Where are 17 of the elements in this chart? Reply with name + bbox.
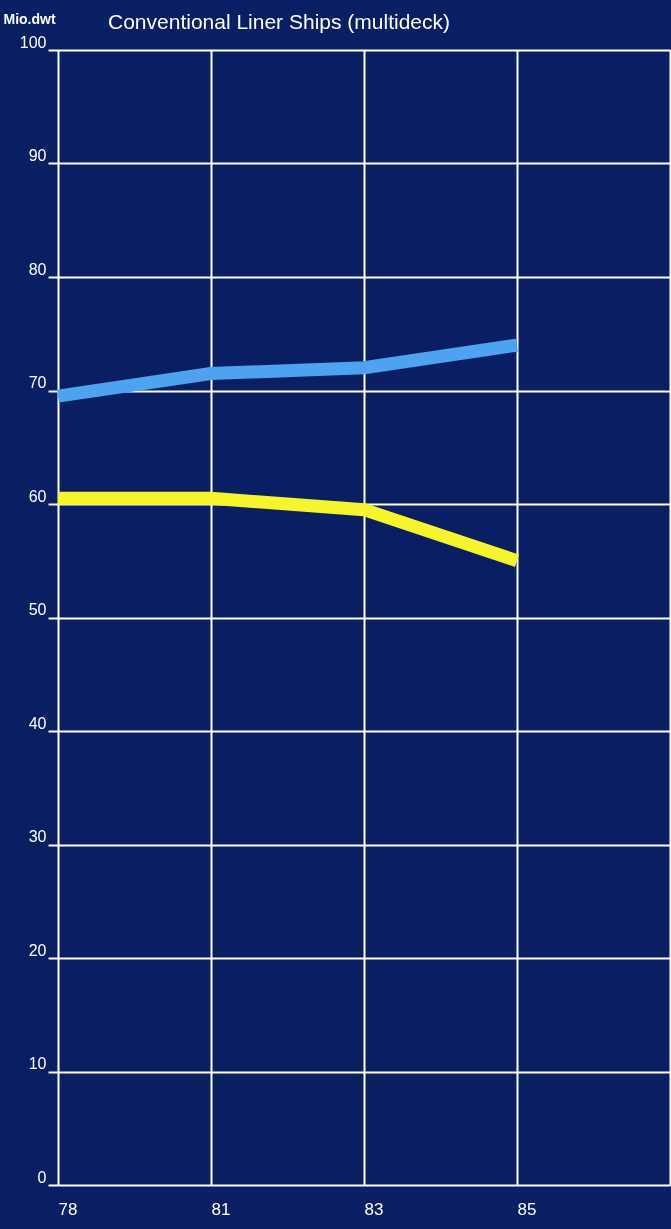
y-tick-label: 60 xyxy=(28,487,47,505)
y-tick-label: 10 xyxy=(28,1055,47,1072)
y-tick-label: 90 xyxy=(28,147,47,164)
chart-title: Conventional Liner Ships (multideck) xyxy=(108,10,450,33)
y-tick-label: 70 xyxy=(28,374,47,391)
x-tick-label: 83 xyxy=(364,1199,384,1219)
y-tick-label: 40 xyxy=(28,714,47,732)
y-tick-label: 20 xyxy=(28,941,47,959)
y-tick-label: 80 xyxy=(28,260,47,278)
y-tick-label: 50 xyxy=(28,601,47,618)
y-tick-label: 0 xyxy=(37,1168,47,1186)
y-axis-title: Mio.dwt xyxy=(3,10,56,27)
y-tick-label: 30 xyxy=(28,828,47,845)
x-tick-label: 78 xyxy=(58,1199,78,1219)
x-tick-label: 85 xyxy=(517,1199,537,1219)
y-tick-label: 100 xyxy=(19,33,47,51)
x-tick-label: 81 xyxy=(211,1199,231,1219)
